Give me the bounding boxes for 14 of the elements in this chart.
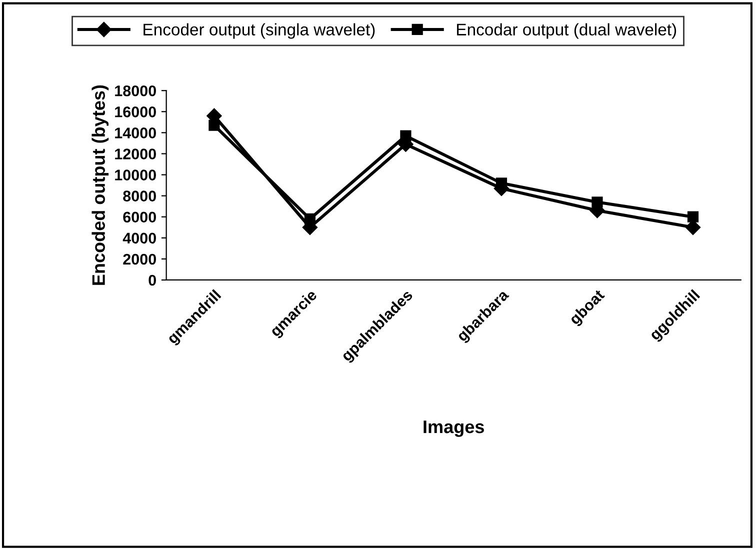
y-tick-label: 18000 (115, 85, 156, 96)
y-tick-label: 16000 (115, 106, 156, 118)
y-axis-title: Encoded output (bytes) (92, 85, 109, 285)
y-tick-label: 6000 (123, 212, 156, 223)
y-tick-label: 12000 (115, 148, 156, 160)
legend-label: Encodar output (dual wavelet) (457, 23, 676, 39)
y-tick-label: 14000 (115, 128, 156, 138)
legend-label: Encoder output (singla wavelet) (144, 23, 375, 39)
y-tick-label: 4000 (122, 232, 156, 244)
x-axis-title: Images (424, 420, 484, 437)
y-tick-label: 10000 (115, 170, 156, 180)
y-tick-label: 0 (148, 274, 156, 286)
y-tick-label: 8000 (123, 190, 156, 202)
y-tick-label: 2000 (123, 254, 156, 265)
